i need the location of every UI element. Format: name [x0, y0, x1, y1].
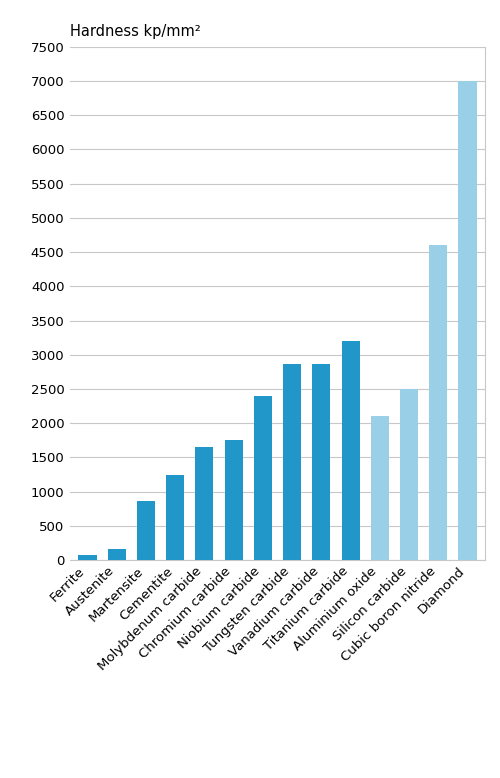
Bar — [429, 245, 448, 560]
Bar — [312, 363, 330, 560]
Bar — [166, 475, 184, 560]
Bar — [78, 555, 96, 560]
Bar — [137, 501, 155, 560]
Bar — [458, 81, 476, 560]
Bar — [342, 341, 359, 560]
Bar — [400, 389, 418, 560]
Bar — [224, 440, 242, 560]
Bar — [254, 396, 272, 560]
Bar — [108, 548, 126, 560]
Bar — [283, 363, 301, 560]
Bar — [196, 447, 214, 560]
Bar — [370, 416, 389, 560]
Text: Hardness kp/mm²: Hardness kp/mm² — [70, 23, 201, 39]
